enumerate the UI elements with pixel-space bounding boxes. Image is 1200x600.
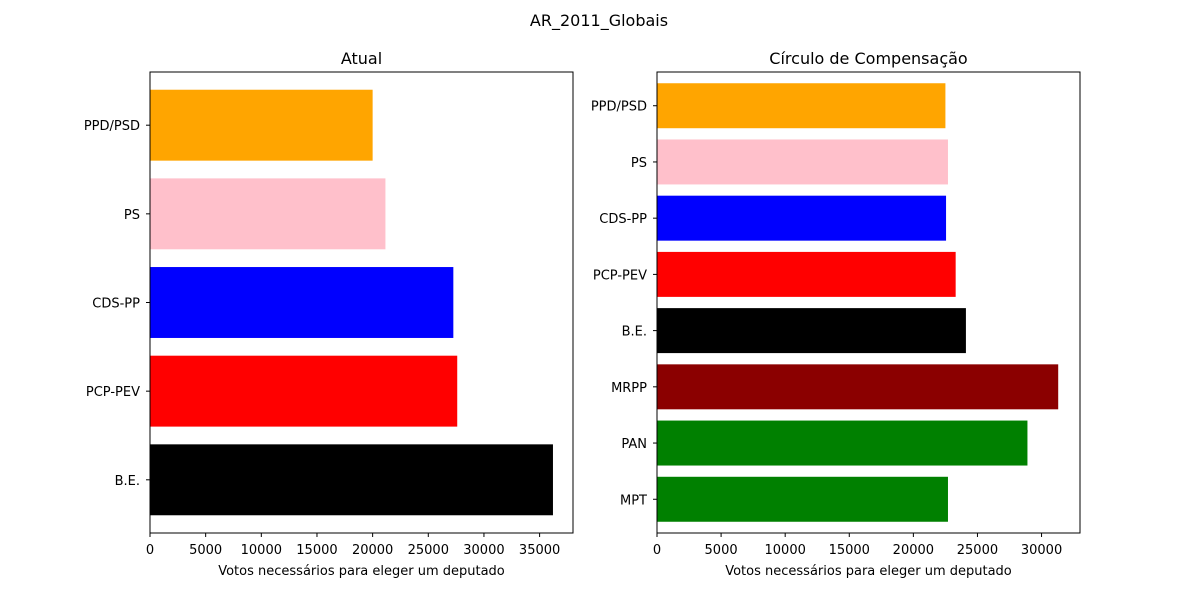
x-tick-label: 0 — [146, 543, 154, 558]
bar-mpt — [657, 476, 948, 522]
y-tick-label: PCP-PEV — [86, 385, 140, 400]
bar-ppd-psd — [150, 89, 373, 161]
bar-cds-pp — [657, 195, 947, 241]
x-tick-label: 25000 — [408, 543, 449, 558]
y-tick-label: PS — [631, 156, 647, 171]
x-tick-label: 30000 — [463, 543, 504, 558]
x-tick-label: 25000 — [957, 543, 998, 558]
chart-title: Círculo de Compensação — [769, 49, 967, 68]
bar-cds-pp — [150, 267, 454, 338]
bar-pcp-pev — [150, 355, 458, 427]
y-tick-label: CDS-PP — [92, 297, 140, 312]
y-tick-label: MPT — [620, 493, 647, 508]
y-tick-label: PAN — [621, 437, 647, 452]
bar-b-e- — [657, 308, 966, 354]
y-tick-label: CDS-PP — [599, 212, 647, 227]
bar-ppd-psd — [657, 83, 946, 129]
axes-frame — [149, 71, 574, 534]
figure-title: AR_2011_Globais — [530, 11, 668, 31]
bar-pan — [657, 420, 1028, 466]
x-tick-label: 10000 — [765, 543, 806, 558]
y-tick-label: PPD/PSD — [84, 119, 140, 134]
x-tick-label: 10000 — [241, 543, 282, 558]
x-tick-label: 0 — [653, 543, 661, 558]
chart-circulo-compensacao: Círculo de Compensação PPD/PSD PS CDS-PP PCP… — [591, 49, 1081, 579]
x-tick-label: 20000 — [893, 543, 934, 558]
y-tick-label: PCP-PEV — [593, 268, 647, 283]
x-tick-label: 20000 — [352, 543, 393, 558]
bar-mrpp — [657, 364, 1059, 410]
x-tick-label: 15000 — [829, 543, 870, 558]
x-axis-label: Votos necessários para eleger um deputad… — [725, 564, 1012, 579]
x-tick-label: 5000 — [189, 543, 222, 558]
y-tick-label: MRPP — [611, 381, 647, 396]
bar-b-e- — [150, 444, 553, 516]
axes-frame — [656, 71, 1081, 534]
y-tick-label: PPD/PSD — [591, 100, 647, 115]
bar-pcp-pev — [657, 251, 956, 297]
x-tick-label: 15000 — [296, 543, 337, 558]
y-tick-label: B.E. — [115, 474, 140, 489]
x-tick-label: 35000 — [519, 543, 560, 558]
bar-ps — [657, 139, 948, 185]
x-tick-label: 30000 — [1021, 543, 1062, 558]
y-tick-label: PS — [124, 208, 140, 223]
y-tick-label: B.E. — [622, 325, 647, 340]
x-axis-label: Votos necessários para eleger um deputad… — [218, 564, 505, 579]
x-tick-label: 5000 — [705, 543, 738, 558]
chart-title: Atual — [341, 49, 382, 68]
chart-atual: Atual PPD/PSD PS CDS-PP PCP-PEV B.E. 0 5000 1000… — [84, 49, 574, 579]
bar-ps — [150, 178, 386, 250]
